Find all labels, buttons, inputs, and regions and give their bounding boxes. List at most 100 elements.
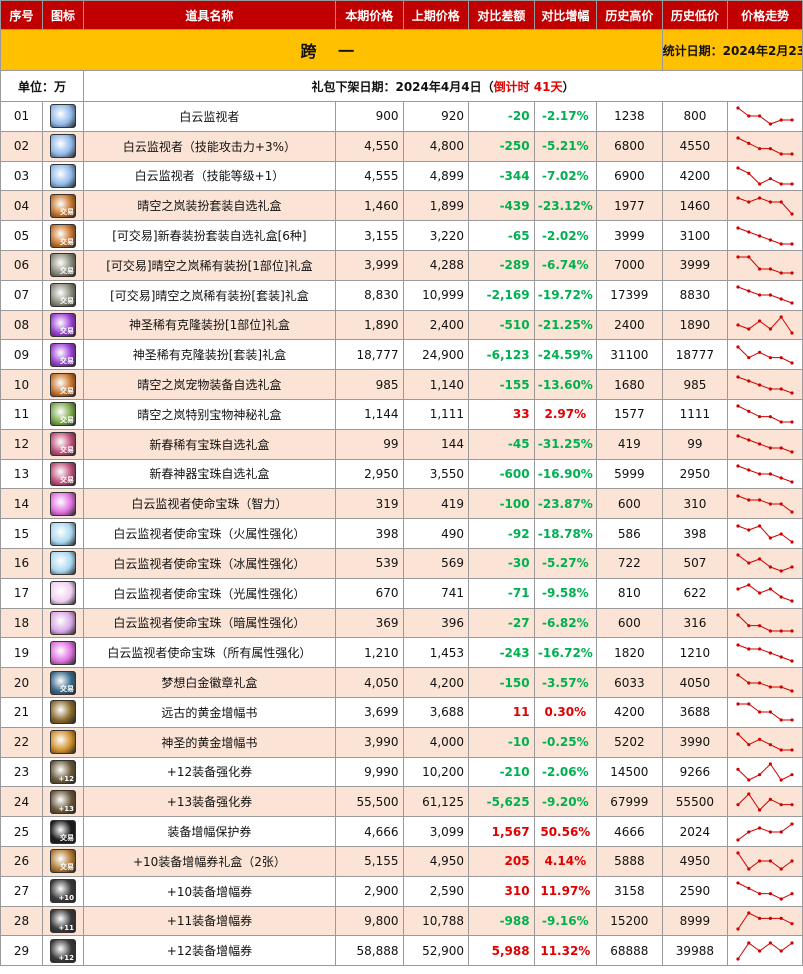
trend-cell [727, 160, 803, 192]
row-no: 10 [0, 369, 43, 400]
price-trend-sparkline [736, 911, 794, 931]
table-row: 10 交易 晴空之岚宠物装备自选礼盒 985 1,140 -155 -13.60% 1680 9… [0, 369, 803, 400]
previous-price: 1,111 [402, 398, 470, 430]
price-diff: -30 [468, 547, 535, 579]
trend-point [768, 651, 773, 655]
table-body: 01 白云监视者 900 920 -20 -2.17% 1238 800 02 白云监视者（技能攻… [0, 101, 803, 967]
price-change-pct: -16.72% [533, 637, 598, 669]
trend-cell [727, 607, 803, 639]
price-diff: -250 [468, 130, 535, 162]
price-trend-sparkline [736, 434, 794, 454]
current-price: 4,550 [334, 130, 404, 162]
trend-point [736, 587, 740, 591]
item-name: [可交易]新春装扮套装自选礼盒[6种] [82, 220, 336, 251]
price-change-pct: -24.59% [533, 339, 598, 371]
price-trend-sparkline [736, 672, 794, 693]
history-high: 17399 [596, 279, 663, 311]
current-price: 319 [334, 488, 404, 520]
trend-point [736, 767, 740, 771]
trend-point [736, 523, 740, 528]
row-icon-cell: 交易 [41, 279, 84, 311]
trend-point [768, 710, 773, 714]
blue-crystal-icon [49, 163, 76, 188]
item-name: 白云监视者使命宝珠（智力） [82, 488, 336, 520]
trend-point [736, 285, 740, 289]
price-diff: -20 [468, 101, 535, 132]
item-name: 梦想白金徽章礼盒 [82, 667, 336, 698]
trend-point [758, 949, 762, 953]
price-diff: -439 [468, 190, 535, 222]
trend-point [779, 778, 783, 782]
trend-point [790, 182, 794, 186]
trend-point [790, 152, 794, 156]
trend-point [768, 743, 773, 747]
col-no: 序号 [0, 0, 43, 30]
trend-point [768, 762, 773, 766]
icon-tag: +12 [58, 953, 74, 962]
trend-point [747, 792, 751, 796]
orb-icon [49, 610, 76, 635]
previous-price: 10,788 [402, 905, 470, 937]
current-price: 99 [334, 428, 404, 460]
trend-line [737, 435, 793, 453]
trend-point [736, 837, 740, 842]
icon-tag: 交易 [59, 446, 74, 455]
trend-point [779, 502, 783, 506]
trend-point [758, 293, 762, 297]
gift-box-icon: 交易 [49, 432, 76, 457]
table-row: 09 交易 神圣稀有克隆装扮[套装]礼盒 18,777 24,900 -6,123 -24.… [0, 339, 803, 371]
trend-line [738, 703, 793, 721]
table-row: 19 白云监视者使命宝珠（所有属性强化） 1,210 1,453 -243 -16.72%… [0, 637, 803, 669]
trend-point [790, 271, 794, 275]
row-icon-cell: +12 [41, 756, 84, 788]
previous-price: 52,900 [402, 935, 470, 967]
table-row: 13 交易 新春神器宝珠自选礼盒 2,950 3,550 -600 -16.90% 5999 2… [0, 458, 803, 490]
price-trend-sparkline [736, 494, 794, 514]
trend-point [747, 355, 751, 360]
trend-point [779, 897, 783, 901]
item-name: +10装备增幅券礼盒（2张） [82, 845, 336, 877]
trend-point [779, 446, 783, 450]
table-row: 24 +13 +13装备强化券 55,500 61,125 -5,625 -9.20% 679… [0, 786, 803, 818]
trend-point [758, 859, 762, 863]
previous-price: 741 [402, 577, 470, 609]
table-row: 08 交易 神圣稀有克隆装扮[1部位]礼盒 1,890 2,400 -510 -21.25%… [0, 309, 803, 341]
price-change-pct: -6.82% [533, 607, 598, 639]
icon-tag: +10 [58, 894, 74, 903]
trend-point [779, 655, 783, 659]
price-change-pct: -31.25% [533, 428, 598, 460]
trend-point [758, 267, 762, 271]
trend-line [738, 256, 793, 274]
history-low: 3990 [661, 726, 729, 758]
item-name: 白云监视者使命宝珠（冰属性强化） [82, 547, 336, 579]
table-row: 20 交易 梦想白金徽章礼盒 4,050 4,200 -150 -3.57% 6033 4050 [0, 667, 803, 698]
previous-price: 3,688 [402, 696, 470, 728]
price-diff: -65 [468, 220, 535, 251]
table-row: 02 白云监视者（技能攻击力+3%） 4,550 4,800 -250 -5.21% 680… [0, 130, 803, 162]
trend-point [736, 851, 740, 855]
icon-tag: +11 [58, 923, 74, 932]
trend-point [779, 531, 783, 536]
row-icon-cell: 交易 [41, 369, 84, 400]
page-title: 跨 一 [0, 29, 663, 71]
trend-point [747, 743, 751, 747]
row-icon-cell: 交易 [41, 458, 84, 490]
trend-point [758, 624, 762, 628]
current-price: 9,990 [334, 756, 404, 788]
item-name: [可交易]晴空之岚稀有装扮[套装]礼盒 [82, 279, 336, 311]
trend-line [737, 823, 793, 840]
trend-point [768, 502, 773, 506]
price-trend-sparkline [736, 583, 794, 603]
trend-point [768, 629, 773, 633]
trend-cell [727, 756, 803, 788]
trend-point [790, 629, 794, 633]
trend-line [737, 495, 793, 513]
current-price: 3,699 [334, 696, 404, 728]
previous-price: 1,899 [402, 190, 470, 222]
history-low: 3688 [661, 696, 729, 728]
current-price: 398 [334, 518, 404, 549]
trend-point [790, 301, 794, 305]
history-high: 15200 [596, 905, 663, 937]
trend-point [736, 494, 740, 498]
